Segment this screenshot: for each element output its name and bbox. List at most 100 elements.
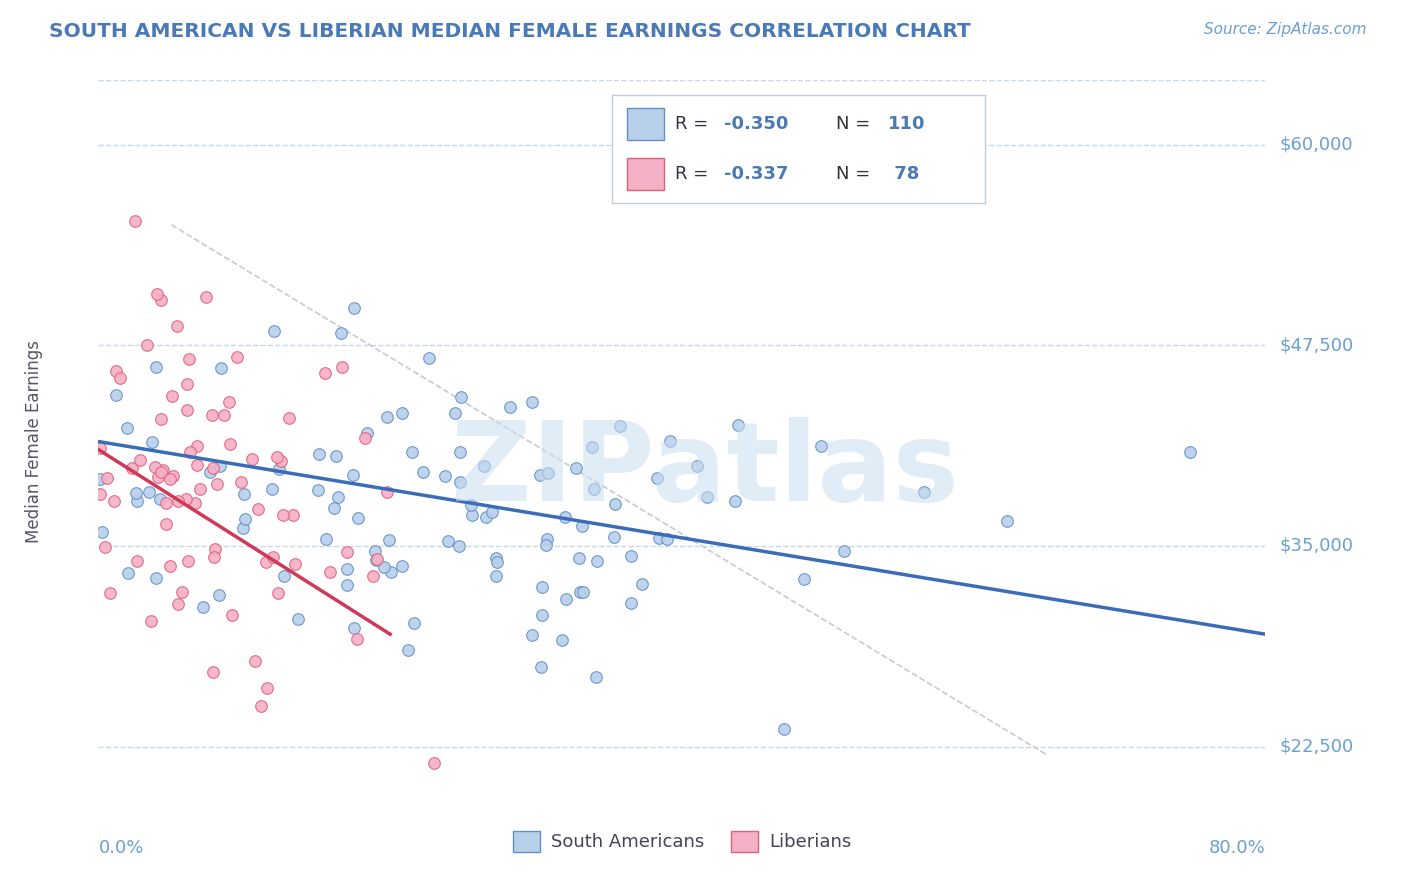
- Point: [229, 475, 252, 490]
- Point: [551, 632, 574, 647]
- Point: [115, 421, 138, 435]
- Point: [240, 452, 263, 467]
- Point: [145, 360, 167, 375]
- Point: [176, 376, 198, 391]
- Point: [361, 568, 384, 582]
- Point: [225, 351, 247, 365]
- Point: [342, 468, 364, 483]
- Point: [166, 319, 188, 334]
- Point: [287, 612, 309, 626]
- Point: [647, 470, 669, 484]
- Point: [412, 465, 434, 479]
- Point: [207, 476, 229, 491]
- Point: [696, 490, 718, 504]
- Point: [373, 560, 395, 574]
- Point: [186, 458, 208, 472]
- Point: [260, 482, 283, 496]
- Point: [103, 494, 125, 508]
- Point: [271, 508, 294, 522]
- Point: [250, 698, 273, 713]
- Point: [202, 665, 225, 679]
- Point: [233, 486, 256, 500]
- Point: [336, 578, 359, 592]
- Point: [832, 544, 855, 558]
- Point: [283, 508, 305, 522]
- Point: [380, 565, 402, 579]
- Point: [155, 517, 177, 532]
- Point: [208, 458, 231, 473]
- Point: [686, 458, 709, 473]
- Point: [391, 559, 413, 574]
- Point: [347, 511, 370, 525]
- Point: [235, 512, 257, 526]
- Point: [212, 408, 235, 422]
- Point: [328, 490, 350, 504]
- Point: [232, 521, 254, 535]
- Point: [498, 400, 520, 414]
- Point: [104, 364, 127, 378]
- Point: [391, 406, 413, 420]
- Point: [184, 496, 207, 510]
- Point: [342, 621, 364, 635]
- Point: [269, 462, 291, 476]
- Point: [364, 553, 387, 567]
- Point: [129, 453, 152, 467]
- Text: SOUTH AMERICAN VS LIBERIAN MEDIAN FEMALE EARNINGS CORRELATION CHART: SOUTH AMERICAN VS LIBERIAN MEDIAN FEMALE…: [49, 22, 972, 41]
- Point: [724, 494, 747, 508]
- Point: [314, 367, 336, 381]
- Point: [402, 615, 425, 630]
- Point: [343, 301, 366, 316]
- Point: [565, 461, 588, 475]
- Point: [475, 510, 498, 524]
- Point: [529, 467, 551, 482]
- Point: [179, 351, 201, 366]
- Point: [581, 440, 603, 454]
- Point: [89, 441, 111, 455]
- Point: [162, 469, 184, 483]
- Point: [145, 571, 167, 585]
- Point: [166, 494, 188, 508]
- Point: [582, 482, 605, 496]
- Point: [256, 681, 278, 695]
- Point: [209, 361, 232, 376]
- Point: [202, 550, 225, 565]
- Point: [572, 585, 595, 599]
- Point: [200, 408, 222, 422]
- Point: [138, 485, 160, 500]
- Point: [121, 460, 143, 475]
- Point: [198, 465, 221, 479]
- Point: [149, 491, 172, 506]
- Point: [221, 608, 243, 623]
- Point: [620, 549, 643, 564]
- Point: [98, 586, 121, 600]
- Point: [449, 445, 471, 459]
- Point: [377, 533, 399, 547]
- Point: [186, 439, 208, 453]
- Point: [273, 569, 295, 583]
- Point: [364, 543, 387, 558]
- Point: [176, 403, 198, 417]
- Point: [335, 562, 357, 576]
- Point: [401, 444, 423, 458]
- Point: [449, 475, 471, 490]
- Point: [530, 660, 553, 674]
- Text: Median Female Earnings: Median Female Earnings: [25, 340, 44, 543]
- Point: [648, 532, 671, 546]
- Point: [655, 533, 678, 547]
- Point: [603, 530, 626, 544]
- Point: [396, 643, 419, 657]
- Point: [89, 487, 111, 501]
- Text: Source: ZipAtlas.com: Source: ZipAtlas.com: [1204, 22, 1367, 37]
- Point: [472, 459, 495, 474]
- Point: [354, 431, 377, 445]
- Point: [554, 510, 576, 524]
- Point: [995, 514, 1018, 528]
- Text: $22,500: $22,500: [1279, 738, 1354, 756]
- Point: [263, 324, 285, 338]
- Point: [330, 326, 353, 340]
- Point: [912, 485, 935, 500]
- Point: [366, 552, 388, 566]
- Point: [141, 435, 163, 450]
- Text: $47,500: $47,500: [1279, 336, 1354, 354]
- Point: [243, 654, 266, 668]
